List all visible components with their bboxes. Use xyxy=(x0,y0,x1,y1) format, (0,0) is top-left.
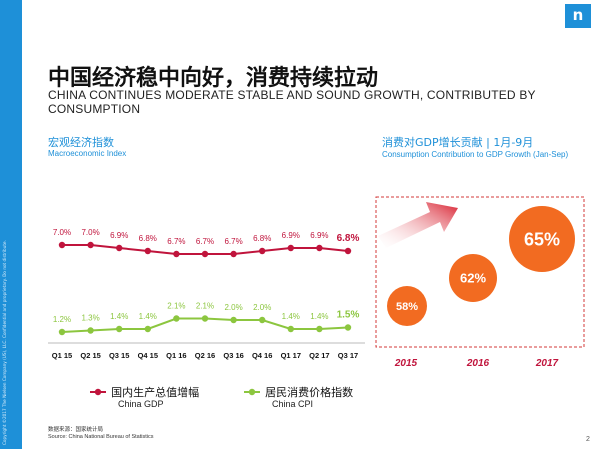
year-label: 2015 xyxy=(394,358,418,369)
bubble-2017 xyxy=(509,206,575,272)
cpi-data-label: 1.2% xyxy=(53,315,71,324)
cpi-data-label: 1.4% xyxy=(310,312,328,321)
page-number: 2 xyxy=(586,436,590,443)
gdp-data-label: 6.8% xyxy=(139,234,157,243)
title-chinese: 中国经济稳中向好，消费持续拉动 xyxy=(48,66,379,91)
gdp-data-label: 6.8% xyxy=(337,233,360,244)
cpi-point xyxy=(230,316,237,324)
macro-index-caption-cn: 宏观经济指数 xyxy=(48,136,114,149)
cpi-data-label: 1.4% xyxy=(139,312,157,321)
x-tick-label: Q4 16 xyxy=(252,351,272,360)
nielsen-logo: n xyxy=(565,4,591,28)
gdp-point xyxy=(58,241,66,249)
cpi-point xyxy=(144,325,151,333)
x-tick-label: Q3 16 xyxy=(223,351,243,360)
gdp-point xyxy=(316,244,323,252)
legend-cpi: 居民消费价格指数 xyxy=(244,381,353,400)
cpi-data-label: 1.4% xyxy=(110,312,128,321)
legend-gdp-marker xyxy=(90,388,106,395)
x-tick-label: Q1 17 xyxy=(281,351,301,360)
source-note-en: Source: China National Bureau of Statist… xyxy=(48,434,154,440)
source-note: 数据来源：国家统计局 Source: China National Bureau… xyxy=(48,427,153,441)
gdp-point xyxy=(144,247,151,255)
legend-gdp-label-cn: 国内生产总值增幅 xyxy=(111,386,200,399)
cpi-point xyxy=(316,325,323,333)
gdp-data-label: 6.7% xyxy=(167,237,185,246)
legend-cpi-label-en: China CPI xyxy=(272,399,314,409)
x-tick-label: Q4 15 xyxy=(138,351,158,360)
cpi-point xyxy=(58,328,66,336)
gdp-data-label: 6.7% xyxy=(196,237,214,246)
gdp-data-label: 6.9% xyxy=(282,231,300,240)
year-label: 2016 xyxy=(466,358,490,369)
cpi-data-label: 1.5% xyxy=(337,310,360,321)
consumption-caption-cn: 消费对GDP增长贡献 | 1月-9月 xyxy=(382,136,534,149)
consumption-caption-en: Consumption Contribution to GDP Growth (… xyxy=(382,150,569,159)
consumption-frame xyxy=(375,196,585,348)
x-tick-label: Q2 15 xyxy=(80,351,100,360)
bubble-2016 xyxy=(449,254,497,302)
cpi-data-label: 1.3% xyxy=(81,314,99,323)
gdp-point xyxy=(116,244,123,252)
macro-line-chart: 7.0% 7.0% 6.9% 6.8% 6.7% 6.7% 6.7% 6.8% 6.9% 6.9%… xyxy=(48,228,365,360)
gdp-point xyxy=(259,247,266,255)
cpi-data-label: 1.4% xyxy=(282,312,300,321)
cpi-point xyxy=(173,315,180,322)
cpi-data-label: 2.1% xyxy=(196,302,214,311)
gdp-point xyxy=(87,241,94,249)
cpi-data-label: 2.0% xyxy=(253,303,271,312)
legend-cpi-marker xyxy=(244,388,260,395)
bubble-value-label: 65% xyxy=(524,229,560,249)
gdp-data-label: 6.9% xyxy=(110,231,128,240)
gdp-point xyxy=(287,244,294,252)
cpi-data-label: 2.1% xyxy=(167,302,185,311)
bubble-value-label: 62% xyxy=(460,271,486,286)
x-tick-label: Q1 16 xyxy=(166,351,186,360)
legend-cpi-label-cn: 居民消费价格指数 xyxy=(265,386,354,399)
bubble-2015 xyxy=(387,286,427,326)
x-tick-label: Q2 17 xyxy=(309,351,329,360)
title-english: CHINA CONTINUES MODERATE STABLE AND SOUN… xyxy=(48,88,536,116)
gdp-point xyxy=(344,247,352,255)
gdp-data-label: 6.7% xyxy=(224,237,242,246)
cpi-point xyxy=(201,315,209,322)
macro-index-caption-en: Macroeconomic Index xyxy=(48,149,127,158)
gdp-data-label: 7.0% xyxy=(53,228,71,237)
gdp-data-label: 7.0% xyxy=(81,228,99,237)
cpi-point xyxy=(287,325,294,333)
gdp-data-label: 6.9% xyxy=(310,231,328,240)
cpi-data-label: 2.0% xyxy=(224,303,242,312)
legend-gdp: 国内生产总值增幅 xyxy=(90,381,199,400)
gdp-data-label: 6.8% xyxy=(253,234,271,243)
cpi-point xyxy=(259,316,266,324)
source-note-cn: 数据来源：国家统计局 xyxy=(48,427,104,433)
gdp-point xyxy=(173,250,180,258)
x-tick-label: Q1 15 xyxy=(52,351,72,360)
gdp-point xyxy=(230,250,237,258)
cpi-point xyxy=(116,325,123,333)
cpi-point xyxy=(87,327,94,334)
gdp-point xyxy=(201,250,209,258)
consumption-bubble-chart: 58% 2015 62% 2016 65% 2017 xyxy=(375,196,585,369)
x-tick-label: Q2 16 xyxy=(195,351,215,360)
bubble-value-label: 58% xyxy=(396,301,418,313)
brand-sidebar xyxy=(0,0,22,449)
growth-arrow xyxy=(378,202,458,248)
x-tick-label: Q3 15 xyxy=(109,351,129,360)
legend-gdp-label-en: China GDP xyxy=(118,399,164,409)
year-label: 2017 xyxy=(535,358,559,369)
x-tick-label: Q3 17 xyxy=(338,351,358,360)
cpi-point xyxy=(344,324,352,331)
